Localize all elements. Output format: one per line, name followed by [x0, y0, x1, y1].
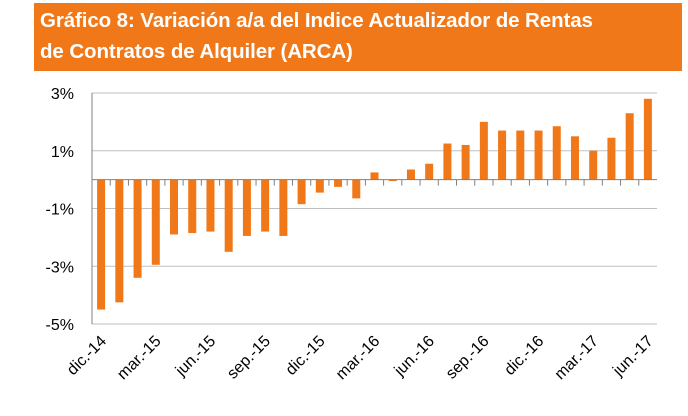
chart-title-line-2: de Contratos de Alquiler (ARCA): [40, 40, 353, 63]
bar: [97, 179, 106, 310]
bar: [206, 179, 215, 232]
bars: [97, 98, 652, 310]
x-tick-label: dic.-15: [283, 333, 329, 379]
gridlines: [92, 92, 657, 325]
bar: [589, 150, 598, 180]
bar: [461, 144, 470, 180]
bar: [352, 179, 361, 199]
bar: [625, 113, 634, 180]
bar: [334, 179, 343, 187]
bar: [406, 169, 415, 180]
bar: [443, 143, 452, 180]
bar: [516, 130, 525, 180]
x-tick-label: dic.-16: [501, 333, 547, 379]
chart-title-banner: Gráfico 8: Variación a/a del Indice Actu…: [34, 3, 682, 71]
x-tick-label: dic.-14: [64, 333, 110, 379]
axes: [91, 93, 657, 324]
y-tick-label: 1%: [51, 144, 74, 161]
bar: [498, 130, 507, 180]
bar: [315, 179, 324, 193]
bar: [370, 172, 379, 180]
x-tick-label: mar.-16: [333, 333, 383, 383]
bar: [224, 179, 233, 252]
bar: [552, 126, 561, 180]
bar: [388, 179, 397, 182]
chart-title-line-1: Gráfico 8: Variación a/a del Indice Actu…: [40, 9, 593, 32]
y-tick-label: -5%: [46, 317, 74, 334]
bar: [425, 163, 434, 180]
x-tick-label: mar.-15: [114, 333, 164, 383]
x-tick-label: jun.-17: [609, 333, 656, 380]
bar: [151, 179, 160, 265]
bar: [279, 179, 288, 236]
bar: [170, 179, 179, 235]
bar: [297, 179, 306, 205]
x-tick-label: sep.-16: [443, 333, 493, 383]
bar: [188, 179, 197, 234]
x-tick-label: jun.-15: [172, 333, 219, 380]
x-tick-label: mar.-17: [552, 333, 602, 383]
y-tick-label: -1%: [46, 202, 74, 219]
y-tick-label: -3%: [46, 259, 74, 276]
bar: [115, 179, 124, 303]
bar: [242, 179, 251, 236]
bar: [133, 179, 142, 278]
x-tick-label: jun.-16: [391, 333, 438, 380]
bar: [570, 136, 579, 180]
x-tick-label: sep.-15: [224, 333, 274, 383]
y-tick-label: 3%: [51, 86, 74, 103]
bar: [607, 137, 616, 180]
bar: [479, 121, 488, 180]
bar: [534, 130, 543, 180]
bar: [643, 98, 652, 180]
bar: [261, 179, 270, 232]
